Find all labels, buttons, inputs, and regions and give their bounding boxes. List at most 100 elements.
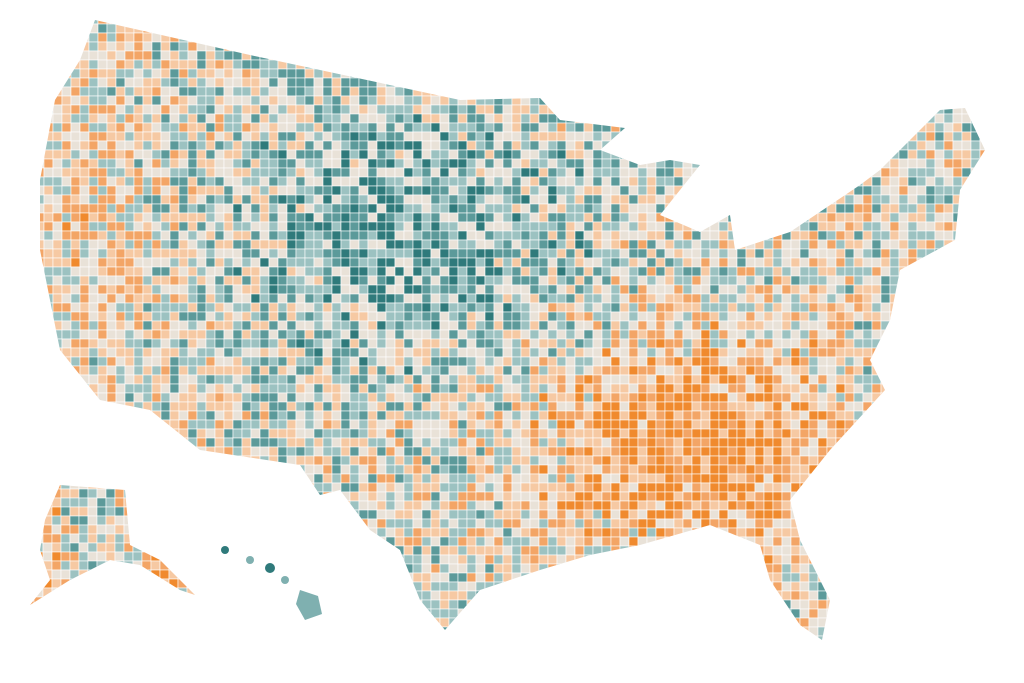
county [952,32,963,43]
county [628,410,639,421]
county [817,302,828,313]
county [124,176,135,187]
county [385,212,396,223]
county [808,158,819,169]
county [808,410,819,421]
county [52,248,63,259]
county [781,185,792,196]
county [403,77,414,88]
county [808,365,819,376]
county [241,32,252,43]
county [214,320,225,331]
county [826,140,837,151]
county [916,131,927,142]
county [583,122,594,133]
county [322,230,333,241]
county [331,203,342,214]
county [250,149,261,160]
county [619,275,630,286]
county [52,23,63,34]
county [88,95,99,106]
county [763,275,774,286]
county [664,230,675,241]
county [304,257,315,268]
county [556,392,567,403]
county [952,203,963,214]
county [871,149,882,160]
county [439,401,450,412]
county [862,239,873,250]
county [115,356,126,367]
county [817,104,828,115]
county [223,41,234,52]
county [286,257,297,268]
county [601,320,612,331]
county [340,284,351,295]
county [169,23,180,34]
county [394,50,405,61]
county [718,311,729,322]
county [412,77,423,88]
county [394,158,405,169]
county [556,284,567,295]
county [655,23,666,34]
county [70,428,81,439]
county [142,212,153,223]
county [421,302,432,313]
county [556,212,567,223]
county [619,329,630,340]
county [916,284,927,295]
county [331,77,342,88]
county [367,113,378,124]
county [331,104,342,115]
county [322,329,333,340]
county [637,230,648,241]
county [808,356,819,367]
county [583,320,594,331]
county [349,356,360,367]
county [115,104,126,115]
county [826,86,837,97]
county [115,239,126,250]
county [745,410,756,421]
county [925,131,936,142]
county [106,122,117,133]
county [763,86,774,97]
county [40,419,45,430]
county [826,113,837,124]
county [952,158,963,169]
county [367,194,378,205]
county [70,356,81,367]
county [259,329,270,340]
county [358,356,369,367]
county [178,320,189,331]
county [979,383,985,394]
county [268,131,279,142]
county [583,419,594,430]
county [790,86,801,97]
county [655,77,666,88]
county [295,428,306,439]
county [655,20,666,25]
county [457,194,468,205]
county [124,383,135,394]
county [169,68,180,79]
county [70,194,81,205]
county [862,203,873,214]
county [187,167,198,178]
county [502,185,513,196]
county [889,104,900,115]
county [439,230,450,241]
county [403,284,414,295]
county [835,23,846,34]
county [727,374,738,385]
county [529,410,540,421]
county [88,311,99,322]
county [106,392,117,403]
county [637,86,648,97]
county [70,176,81,187]
county [754,77,765,88]
county [331,131,342,142]
county [574,77,585,88]
county [709,329,720,340]
